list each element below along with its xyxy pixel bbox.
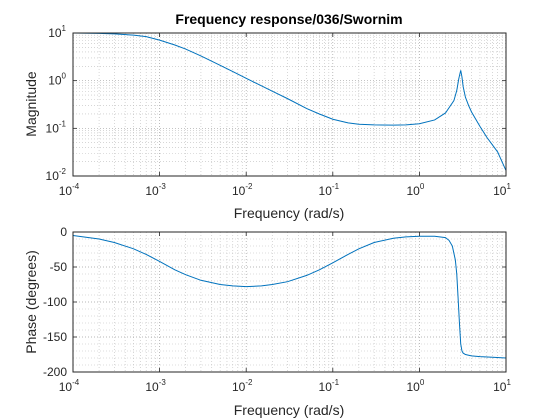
magnitude-axes-box (72, 32, 507, 177)
x-tick-label: 10-4 (59, 378, 80, 394)
phase-plot: 10-4 10-3 10-2 10-1 100 101 0-50-100-150-200 … (23, 225, 511, 418)
y-tick-label: 0 (60, 225, 67, 239)
x-tick-label: 10-3 (145, 378, 166, 394)
x-tick-label: 10-1 (319, 182, 340, 198)
y-tick-label: 100 (48, 72, 66, 88)
x-tick-label: 101 (493, 378, 511, 394)
y-tick-label: -200 (43, 365, 67, 379)
magnitude-title: Frequency response/036/Swornim (175, 11, 402, 27)
magnitude-x-axis-label: Frequency (rad/s) (234, 205, 344, 221)
x-tick-label: 100 (406, 378, 424, 394)
phase-y-tick-labels: 0 -50 -100 -150 -200 (43, 225, 506, 379)
x-tick-label: 101 (493, 182, 511, 198)
y-tick-label: 10-2 (46, 167, 67, 183)
y-tick-label: 10-1 (46, 119, 67, 135)
magnitude-axes-background (73, 33, 506, 176)
y-tick-label: -50 (50, 260, 68, 274)
phase-series-line (72, 235, 507, 359)
phase-x-axis-label: Frequency (rad/s) (234, 402, 344, 418)
phase-x-tick-labels: 10-4 10-3 10-2 10-1 100 101 (59, 232, 511, 394)
y-tick-label: -100 (43, 295, 67, 309)
x-tick-label: 10-2 (232, 378, 253, 394)
x-tick-label: 10-3 (145, 182, 166, 198)
x-tick-label: 100 (406, 182, 424, 198)
y-tick-label: 101 (48, 24, 66, 40)
y-tick-label: -150 (43, 330, 67, 344)
magnitude-y-axis-label: Magnitude (23, 71, 39, 137)
magnitude-series-line (72, 32, 507, 171)
magnitude-plot: Frequency response/036/Swornim 10-4 10-3 1… (23, 11, 511, 221)
x-tick-label: 10-4 (59, 182, 80, 198)
x-tick-label: 10-2 (232, 182, 253, 198)
x-tick-label: 10-1 (319, 378, 340, 394)
phase-y-axis-label: Phase (degrees) (23, 250, 39, 354)
